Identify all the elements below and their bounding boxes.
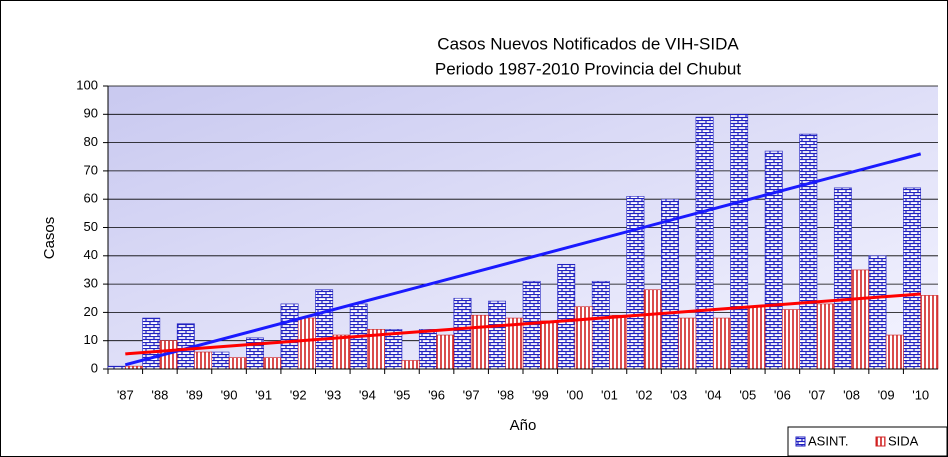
bar xyxy=(194,351,213,370)
x-tick-label: '99 xyxy=(532,387,549,402)
bar xyxy=(851,269,870,370)
x-tick-label: '08 xyxy=(843,387,860,402)
bar xyxy=(315,289,334,370)
bar xyxy=(263,357,282,370)
bar xyxy=(730,114,749,370)
y-tick-label: 70 xyxy=(84,162,98,177)
x-tick-label: '00 xyxy=(566,387,583,402)
bar xyxy=(280,303,299,370)
y-tick-label: 40 xyxy=(84,247,98,262)
bar xyxy=(211,351,230,370)
bar xyxy=(747,306,766,370)
legend-swatch xyxy=(795,436,806,447)
chart-title: Casos Nuevos Notificados de VIH-SIDA xyxy=(437,34,739,53)
bar xyxy=(574,306,593,370)
y-tick-label: 90 xyxy=(84,106,98,121)
legend-label: SIDA xyxy=(888,433,919,448)
bar xyxy=(626,196,645,370)
bar xyxy=(488,300,507,370)
bar xyxy=(332,334,351,370)
trend-line xyxy=(125,292,921,356)
legend-label: ASINT. xyxy=(808,433,848,448)
y-tick-label: 10 xyxy=(84,332,98,347)
x-tick-label: '94 xyxy=(359,387,376,402)
bar xyxy=(228,357,247,370)
x-tick-label: '96 xyxy=(428,387,445,402)
y-tick-label: 30 xyxy=(84,276,98,291)
bar xyxy=(920,295,939,370)
y-tick-label: 20 xyxy=(84,304,98,319)
y-tick-label: 60 xyxy=(84,191,98,206)
x-tick-label: '07 xyxy=(808,387,825,402)
y-tick-label: 50 xyxy=(84,219,98,234)
x-tick-label: '01 xyxy=(601,387,618,402)
legend-swatch xyxy=(875,436,886,447)
bar xyxy=(643,289,662,370)
x-tick-label: '04 xyxy=(705,387,722,402)
trend-line xyxy=(124,152,922,367)
bar xyxy=(816,303,835,370)
x-tick-label: '06 xyxy=(774,387,791,402)
y-axis-label: Casos xyxy=(41,217,58,260)
bar xyxy=(868,255,887,370)
x-tick-label: '03 xyxy=(670,387,687,402)
x-tick-label: '87 xyxy=(117,387,134,402)
x-tick-label: '88 xyxy=(151,387,168,402)
x-tick-label: '98 xyxy=(497,387,514,402)
x-tick-label: '95 xyxy=(393,387,410,402)
legend-box xyxy=(787,426,948,457)
bar xyxy=(661,198,679,370)
y-tick-label: 100 xyxy=(76,77,98,92)
bar xyxy=(557,263,576,370)
bar xyxy=(470,314,489,370)
x-tick-label: '97 xyxy=(463,387,480,402)
bar xyxy=(401,360,420,370)
bar xyxy=(903,187,922,370)
x-tick-label: '90 xyxy=(221,387,238,402)
y-tick-label: 0 xyxy=(91,360,98,375)
x-tick-label: '10 xyxy=(912,387,929,402)
x-tick-label: '93 xyxy=(324,387,341,402)
x-tick-label: '91 xyxy=(255,387,272,402)
bar xyxy=(418,329,437,370)
bar xyxy=(885,334,904,370)
bar xyxy=(453,297,472,370)
bar xyxy=(591,280,610,370)
y-tick-label: 80 xyxy=(84,134,98,149)
bar xyxy=(678,317,697,370)
bar xyxy=(799,133,818,370)
bar xyxy=(712,317,731,370)
chart-subtitle: Periodo 1987-2010 Provincia del Chubut xyxy=(435,59,741,78)
bar xyxy=(764,150,783,370)
x-tick-label: '05 xyxy=(739,387,756,402)
bar xyxy=(833,187,852,370)
bar xyxy=(539,320,558,370)
x-tick-label: '09 xyxy=(878,387,895,402)
bar xyxy=(782,309,800,370)
bar xyxy=(609,314,628,370)
x-tick-label: '02 xyxy=(636,387,653,402)
x-axis-label: Año xyxy=(510,417,537,434)
bar xyxy=(297,317,316,370)
bar xyxy=(695,116,714,370)
x-tick-label: '92 xyxy=(290,387,307,402)
bar xyxy=(142,317,161,370)
bar xyxy=(436,334,455,370)
x-tick-label: '89 xyxy=(186,387,203,402)
